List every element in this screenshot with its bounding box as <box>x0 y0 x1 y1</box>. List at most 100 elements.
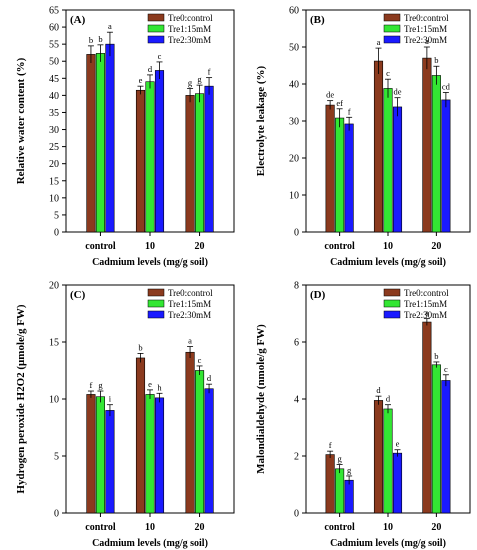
panel-d: 02468(D)controlfgg10dde20abcTre0:control… <box>255 281 471 549</box>
legend-swatch <box>147 299 165 308</box>
legend-label: Tre0:control <box>404 13 449 23</box>
significance-letter: e <box>396 439 400 449</box>
legend-swatch <box>147 310 165 319</box>
y-axis-label: Hydrogen peroxide H2O2 (μmole/g FW) <box>15 304 27 493</box>
x-tick-label: 20 <box>431 522 441 533</box>
bar <box>86 54 96 233</box>
significance-letter: a <box>425 308 429 318</box>
legend-swatch <box>147 24 165 33</box>
significance-letter: f <box>329 440 332 450</box>
legend-label: Tre1:15mM <box>404 299 447 309</box>
x-tick-label: 10 <box>145 522 155 533</box>
significance-letter: i <box>109 394 112 404</box>
bar <box>204 85 214 233</box>
x-tick-label: 20 <box>195 241 205 252</box>
bar <box>154 397 165 514</box>
x-tick-label: control <box>324 241 355 252</box>
significance-letter: ef <box>336 98 343 108</box>
bar <box>392 452 403 514</box>
y-tick-label: 50 <box>49 57 59 68</box>
legend-swatch <box>383 288 401 297</box>
significance-letter: f <box>348 106 351 116</box>
x-axis-label: Cadmium levels (mg/g soil) <box>330 257 446 268</box>
legend-label: Tre2:30mM <box>168 310 211 320</box>
panel-label: (C) <box>70 289 86 301</box>
y-tick-label: 60 <box>49 23 59 34</box>
x-tick-label: 10 <box>383 522 393 533</box>
y-tick-label: 4 <box>294 395 299 406</box>
legend-swatch <box>147 13 165 22</box>
significance-letter: d <box>386 394 391 404</box>
y-tick-label: 0 <box>294 509 299 520</box>
significance-letter: b <box>434 351 438 361</box>
significance-letter: f <box>90 380 93 390</box>
legend-label: Tre2:30mM <box>404 310 447 320</box>
significance-letter: a <box>188 336 192 346</box>
legend-swatch <box>383 35 401 44</box>
significance-letter: b <box>89 35 93 45</box>
significance-letter: e <box>148 379 152 389</box>
y-tick-label: 15 <box>49 176 59 187</box>
legend-swatch <box>383 24 401 33</box>
y-tick-label: 45 <box>49 74 59 85</box>
significance-letter: c <box>198 355 202 365</box>
y-tick-label: 15 <box>49 338 59 349</box>
significance-letter: b <box>98 34 102 44</box>
bar <box>135 357 146 514</box>
bar <box>392 106 403 233</box>
significance-letter: g <box>347 465 352 475</box>
x-tick-label: 10 <box>145 241 155 252</box>
bar <box>195 93 205 233</box>
significance-letter: h <box>157 382 162 392</box>
legend-label: Tre0:control <box>168 288 213 298</box>
y-tick-label: 25 <box>49 142 59 153</box>
x-tick-label: 20 <box>431 241 441 252</box>
bar <box>145 81 155 233</box>
significance-letter: cd <box>442 82 451 92</box>
y-tick-label: 2 <box>294 452 299 463</box>
legend-label: Tre0:control <box>404 288 449 298</box>
bar <box>145 394 155 514</box>
legend-swatch <box>147 35 165 44</box>
bar <box>95 396 105 514</box>
y-tick-label: 10 <box>49 193 59 204</box>
significance-letter: g <box>188 78 193 88</box>
bar <box>195 370 205 514</box>
significance-letter: f <box>208 67 211 77</box>
bar <box>422 321 432 514</box>
legend-swatch <box>383 13 401 22</box>
significance-letter: de <box>393 87 401 97</box>
y-tick-label: 55 <box>49 40 59 51</box>
bar <box>325 454 335 514</box>
y-tick-label: 60 <box>289 6 299 17</box>
x-tick-label: 20 <box>195 522 205 533</box>
significance-letter: d <box>207 373 212 383</box>
bar <box>204 388 214 514</box>
y-tick-label: 65 <box>49 6 59 17</box>
significance-letter: g <box>98 380 103 390</box>
panel-b: 0102030405060(B)controldeeff10acde20abcd… <box>255 6 471 268</box>
significance-letter: c <box>444 364 448 374</box>
bar <box>135 89 146 233</box>
y-tick-label: 10 <box>289 191 299 202</box>
y-tick-label: 40 <box>49 91 59 102</box>
y-tick-label: 30 <box>289 117 299 128</box>
bar <box>431 364 441 514</box>
significance-letter: d <box>148 64 153 74</box>
legend-swatch <box>147 288 165 297</box>
significance-letter: de <box>326 90 334 100</box>
y-tick-label: 20 <box>49 281 59 292</box>
bar <box>422 57 432 233</box>
significance-letter: a <box>377 37 381 47</box>
panel-label: (A) <box>70 14 86 26</box>
x-tick-label: control <box>85 522 116 533</box>
y-tick-label: 6 <box>294 338 299 349</box>
panel-c: 0 5 10 15 20 (C) control f gi 10 b e h 20 acd Tre0:cont… <box>15 281 235 549</box>
significance-letter: a <box>425 36 429 46</box>
y-tick-label: 8 <box>294 281 299 292</box>
legend-swatch <box>383 299 401 308</box>
y-tick-label: 30 <box>49 125 59 136</box>
bar <box>335 468 345 514</box>
x-axis-label: Cadmium levels (mg/g soil) <box>330 538 446 549</box>
